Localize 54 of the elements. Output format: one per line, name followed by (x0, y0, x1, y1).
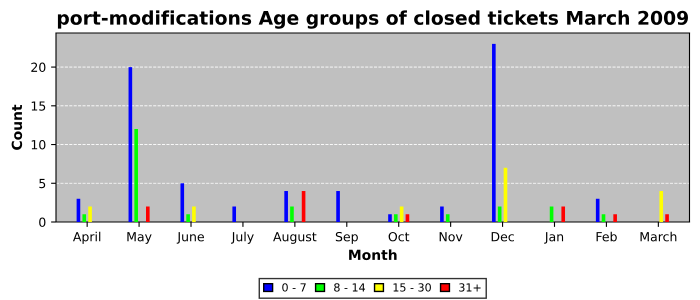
bar (602, 214, 606, 222)
bar (232, 206, 236, 222)
x-tick-label: Nov (440, 232, 462, 242)
bar (406, 214, 410, 222)
bar (400, 206, 404, 222)
legend-label: 0 - 7 (282, 283, 306, 292)
x-tick-label: June (176, 232, 204, 244)
x-tick-label: Jan (544, 232, 564, 244)
bar (284, 191, 288, 222)
legend-label: 31+ (459, 283, 481, 292)
bar (302, 191, 306, 222)
legend-label: 8 - 14 (334, 283, 366, 292)
y-tick-label: 15 (32, 101, 46, 111)
bar (88, 206, 92, 222)
bar (492, 44, 496, 222)
bar (440, 206, 444, 222)
x-tick-label: Dec (492, 232, 514, 242)
bar (128, 67, 132, 222)
x-tick-label: March (640, 232, 676, 242)
bar (180, 183, 184, 222)
x-tick-label: August (273, 232, 316, 244)
bar (82, 214, 86, 222)
x-tick-label: July (231, 232, 254, 244)
y-axis-title: Count (12, 104, 22, 150)
bar (394, 214, 398, 222)
legend-label: 15 - 30 (394, 283, 431, 292)
x-tick-label: Sep (336, 232, 358, 244)
x-tick-label: April (72, 232, 100, 244)
chart-title: port-modifications Age groups of closed tickets March 2009 (58, 10, 688, 29)
bar (336, 191, 340, 222)
bar (561, 206, 566, 222)
bar (186, 214, 190, 222)
bar (146, 206, 150, 222)
bar (446, 214, 450, 222)
y-tick-label: 10 (32, 140, 46, 150)
bar (665, 214, 669, 222)
y-tick-label: 0 (39, 217, 46, 227)
x-axis-title: Month (349, 249, 397, 260)
x-tick-label: Feb (596, 232, 617, 242)
bar (134, 129, 138, 222)
bar (388, 214, 392, 222)
bar (76, 198, 80, 222)
bar (613, 214, 617, 222)
bar (290, 206, 294, 222)
bar (192, 206, 196, 222)
bar (596, 198, 600, 222)
bar (504, 168, 508, 222)
bar (659, 191, 664, 222)
y-tick-label: 5 (39, 178, 46, 188)
y-tick-label: 20 (31, 62, 46, 72)
bar (550, 206, 554, 222)
bar (498, 206, 502, 222)
x-tick-label: Oct (388, 232, 410, 242)
x-tick-label: May (127, 232, 152, 244)
